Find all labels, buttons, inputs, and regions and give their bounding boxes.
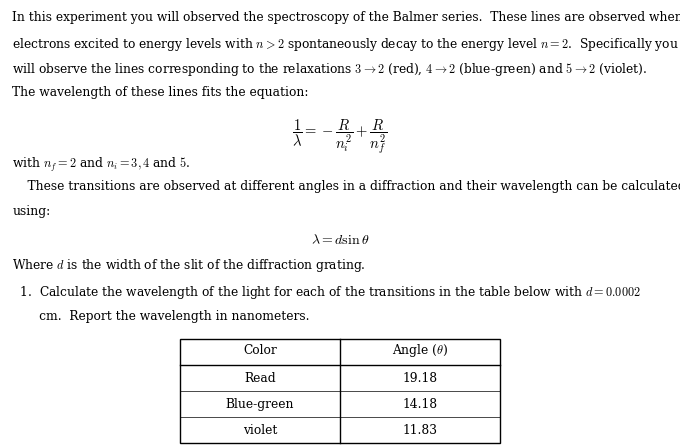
Text: $\dfrac{1}{\lambda} = -\dfrac{R}{n_i^2} + \dfrac{R}{n_f^2}$: $\dfrac{1}{\lambda} = -\dfrac{R}{n_i^2} … bbox=[292, 117, 388, 155]
Text: Color: Color bbox=[243, 344, 277, 357]
Text: Where $d$ is the width of the slit of the diffraction grating.: Where $d$ is the width of the slit of th… bbox=[12, 257, 366, 274]
Text: In this experiment you will observed the spectroscopy of the Balmer series.  The: In this experiment you will observed the… bbox=[12, 11, 680, 24]
Text: 19.18: 19.18 bbox=[403, 371, 437, 385]
Bar bbox=[180, 339, 500, 443]
Text: will observe the lines corresponding to the relaxations $3 \rightarrow 2$ (red),: will observe the lines corresponding to … bbox=[12, 61, 647, 78]
Text: Angle ($\theta$): Angle ($\theta$) bbox=[392, 341, 448, 358]
Text: The wavelength of these lines fits the equation:: The wavelength of these lines fits the e… bbox=[12, 86, 309, 99]
Text: $\lambda = d\sin\theta$: $\lambda = d\sin\theta$ bbox=[311, 233, 369, 246]
Text: These transitions are observed at different angles in a diffraction and their wa: These transitions are observed at differ… bbox=[12, 180, 680, 193]
Text: with $n_f = 2$ and $n_i = 3, 4$ and $5$.: with $n_f = 2$ and $n_i = 3, 4$ and $5$. bbox=[12, 155, 190, 173]
Text: 14.18: 14.18 bbox=[403, 397, 437, 411]
Text: electrons excited to energy levels with $n > 2$ spontaneously decay to the energ: electrons excited to energy levels with … bbox=[12, 36, 679, 53]
Text: cm.  Report the wavelength in nanometers.: cm. Report the wavelength in nanometers. bbox=[12, 310, 310, 323]
Text: violet: violet bbox=[243, 423, 277, 437]
Text: Blue-green: Blue-green bbox=[226, 397, 294, 411]
Text: using:: using: bbox=[12, 205, 50, 218]
Text: 11.83: 11.83 bbox=[403, 423, 437, 437]
Text: 1.  Calculate the wavelength of the light for each of the transitions in the tab: 1. Calculate the wavelength of the light… bbox=[12, 284, 641, 302]
Text: Read: Read bbox=[244, 371, 276, 385]
